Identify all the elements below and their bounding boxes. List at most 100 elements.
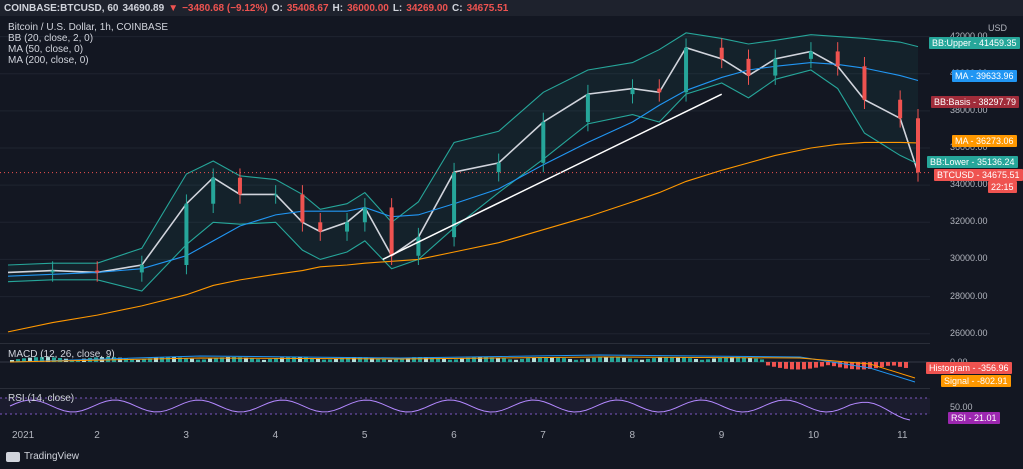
candle-body [835, 51, 840, 67]
macd-histogram-bar [388, 359, 392, 362]
price-tick-label: 28000.00 [950, 290, 988, 301]
macd-histogram-bar [550, 357, 554, 362]
macd-histogram-bar [832, 362, 836, 367]
macd-histogram-bar [394, 358, 398, 362]
macd-histogram-bar [256, 359, 260, 362]
macd-histogram-bar [268, 359, 272, 362]
legend-ma50[interactable]: MA (50, close, 0) [8, 44, 84, 55]
candle-body [862, 66, 867, 100]
candle-body [184, 203, 189, 265]
macd-histogram-bar [790, 362, 794, 370]
legend-ma200[interactable]: MA (200, close, 0) [8, 55, 89, 66]
rsi-band [0, 398, 930, 414]
macd-histogram-bar [220, 357, 224, 362]
macd-histogram-bar [430, 357, 434, 362]
macd-histogram-bar [40, 357, 44, 362]
candle-body [719, 47, 724, 59]
macd-histogram-bar [298, 357, 302, 362]
macd-histogram-bar [622, 357, 626, 362]
candle-body [541, 122, 546, 163]
candle-body [898, 99, 903, 119]
macd-histogram-bar [196, 359, 200, 362]
legend-bb[interactable]: BB (20, close, 2, 0) [8, 33, 94, 44]
rsi-label[interactable]: RSI (14, close) [8, 393, 75, 404]
low-value: 34269.00 [406, 2, 448, 14]
macd-histogram-bar [796, 362, 800, 370]
macd-histogram-bar [202, 359, 206, 362]
macd-histogram-bar [814, 362, 818, 368]
legend-title[interactable]: Bitcoin / U.S. Dollar, 1h, COINBASE [8, 22, 169, 33]
price-axis[interactable] [930, 18, 1023, 428]
macd-histogram-bar [136, 359, 140, 362]
signal-tag: Signal - -802.91 [941, 375, 1011, 387]
macd-histogram-bar [28, 357, 32, 362]
macd-histogram-bar [700, 359, 704, 362]
macd-histogram-bar [646, 358, 650, 362]
brand-name: TradingView [24, 451, 80, 462]
ma-slow-tag: MA - 36273.06 [952, 135, 1017, 147]
rsi-tag: RSI - 21.01 [948, 412, 1000, 424]
macd-histogram-bar [898, 362, 902, 367]
macd-histogram-bar [688, 358, 692, 362]
candle-body [300, 194, 305, 223]
candle-body [773, 58, 778, 76]
signal-line [9, 356, 916, 379]
macd-histogram-bar [514, 359, 518, 362]
macd-histogram-bar [184, 358, 188, 362]
macd-histogram-bar [190, 358, 194, 362]
price-tick-label: 26000.00 [950, 327, 988, 338]
macd-histogram-bar [604, 357, 608, 362]
time-tick-label: 3 [183, 430, 189, 441]
macd-histogram-bar [880, 362, 884, 368]
macd-histogram-bar [232, 357, 236, 362]
tradingview-footer[interactable]: TradingView [6, 451, 79, 462]
macd-histogram-bar [364, 357, 368, 362]
macd-histogram-bar [418, 357, 422, 362]
macd-histogram-bar [412, 357, 416, 362]
symbol-name[interactable]: COINBASE:BTCUSD, 60 [4, 2, 119, 14]
macd-histogram-bar [658, 357, 662, 362]
macd-histogram-bar [610, 357, 614, 362]
candle-body [585, 94, 590, 122]
macd-histogram-bar [718, 357, 722, 362]
macd-histogram-bar [508, 359, 512, 362]
macd-histogram-bar [262, 359, 266, 362]
price-tick-label: 42000.00 [950, 30, 988, 41]
macd-histogram-bar [328, 359, 332, 362]
macd-histogram-bar [166, 357, 170, 362]
time-tick-label: 7 [540, 430, 546, 441]
macd-label[interactable]: MACD (12, 26, close, 9) [8, 349, 115, 360]
price-tick-label: 34000.00 [950, 179, 988, 190]
candle-body [746, 58, 751, 76]
macd-histogram-bar [10, 360, 14, 362]
open-value: 35408.67 [286, 2, 329, 14]
macd-histogram-bar [628, 358, 632, 362]
time-tick-label: 5 [361, 430, 368, 441]
macd-histogram-bar [472, 357, 476, 362]
macd-histogram-bar [286, 357, 290, 362]
ma-fast-tag: MA - 39633.96 [952, 70, 1017, 82]
macd-histogram-bar [346, 357, 350, 362]
currency-label[interactable]: USD [988, 23, 1008, 33]
macd-histogram-bar [496, 357, 500, 362]
macd-histogram-bar [826, 362, 830, 366]
pane-divider-macd[interactable] [0, 343, 930, 344]
macd-histogram-bar [640, 359, 644, 362]
price-tick-label: 30000.00 [950, 253, 988, 264]
time-tick-label: 8 [629, 430, 636, 441]
macd-histogram-bar [742, 357, 746, 362]
close-label: C: [452, 2, 463, 14]
macd-histogram-bar [124, 358, 128, 362]
time-tick-label: 11 [897, 430, 908, 441]
macd-histogram-bar [712, 358, 716, 362]
pane-divider-rsi[interactable] [0, 388, 930, 389]
macd-histogram-bar [892, 362, 896, 366]
macd-histogram-bar [400, 358, 404, 362]
candle-body [211, 177, 216, 204]
candle-body [139, 265, 144, 273]
time-tick-label: 2021 [12, 430, 35, 441]
macd-histogram-bar [820, 362, 824, 367]
macd-histogram-bar [454, 359, 458, 362]
macd-histogram-bar [382, 359, 386, 362]
